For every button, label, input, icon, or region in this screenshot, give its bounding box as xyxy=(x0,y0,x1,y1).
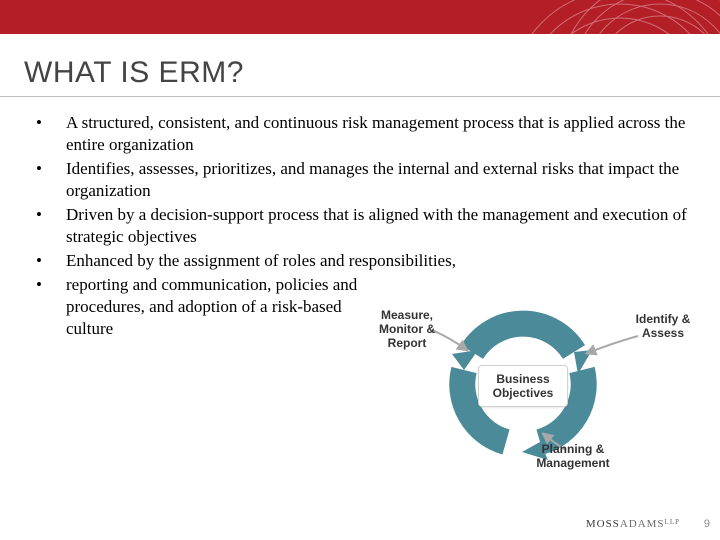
bullet-text: Driven by a decision-support process tha… xyxy=(66,204,692,248)
cycle-label-planning: Planning & Management xyxy=(528,442,618,470)
cycle-center-label: Business Objectives xyxy=(478,365,568,407)
header-arcs-icon xyxy=(360,0,720,34)
bullet-marker: • xyxy=(32,158,66,202)
cycle-diagram: Business Objectives Measure, Monitor & R… xyxy=(360,270,700,500)
cycle-label-identify: Identify & Assess xyxy=(630,312,696,340)
bullet-marker: • xyxy=(32,112,66,156)
logo-second: ADAMS xyxy=(620,518,665,530)
page-title: WHAT IS ERM? xyxy=(24,56,244,90)
bullet-text: Identifies, assesses, prioritizes, and m… xyxy=(66,158,692,202)
list-item: • Identifies, assesses, prioritizes, and… xyxy=(32,158,692,202)
list-item: • Driven by a decision-support process t… xyxy=(32,204,692,248)
footer-logo: MOSSADAMSLLP xyxy=(586,518,680,530)
list-item: • Enhanced by the assignment of roles an… xyxy=(32,250,692,272)
bullet-text: reporting and communication, policies an… xyxy=(66,274,366,340)
bullet-marker: • xyxy=(32,204,66,248)
logo-first: MOSS xyxy=(586,518,620,530)
bullet-marker: • xyxy=(32,274,66,340)
slide: WHAT IS ERM? • A structured, consistent,… xyxy=(0,0,720,540)
page-number: 9 xyxy=(704,518,710,530)
list-item: • A structured, consistent, and continuo… xyxy=(32,112,692,156)
header-band xyxy=(0,0,720,34)
logo-suffix: LLP xyxy=(665,518,680,526)
bullet-text: Enhanced by the assignment of roles and … xyxy=(66,250,456,272)
cycle-label-measure: Measure, Monitor & Report xyxy=(368,308,446,350)
bullet-marker: • xyxy=(32,250,66,272)
bullet-text: A structured, consistent, and continuous… xyxy=(66,112,692,156)
title-underline xyxy=(0,96,720,97)
